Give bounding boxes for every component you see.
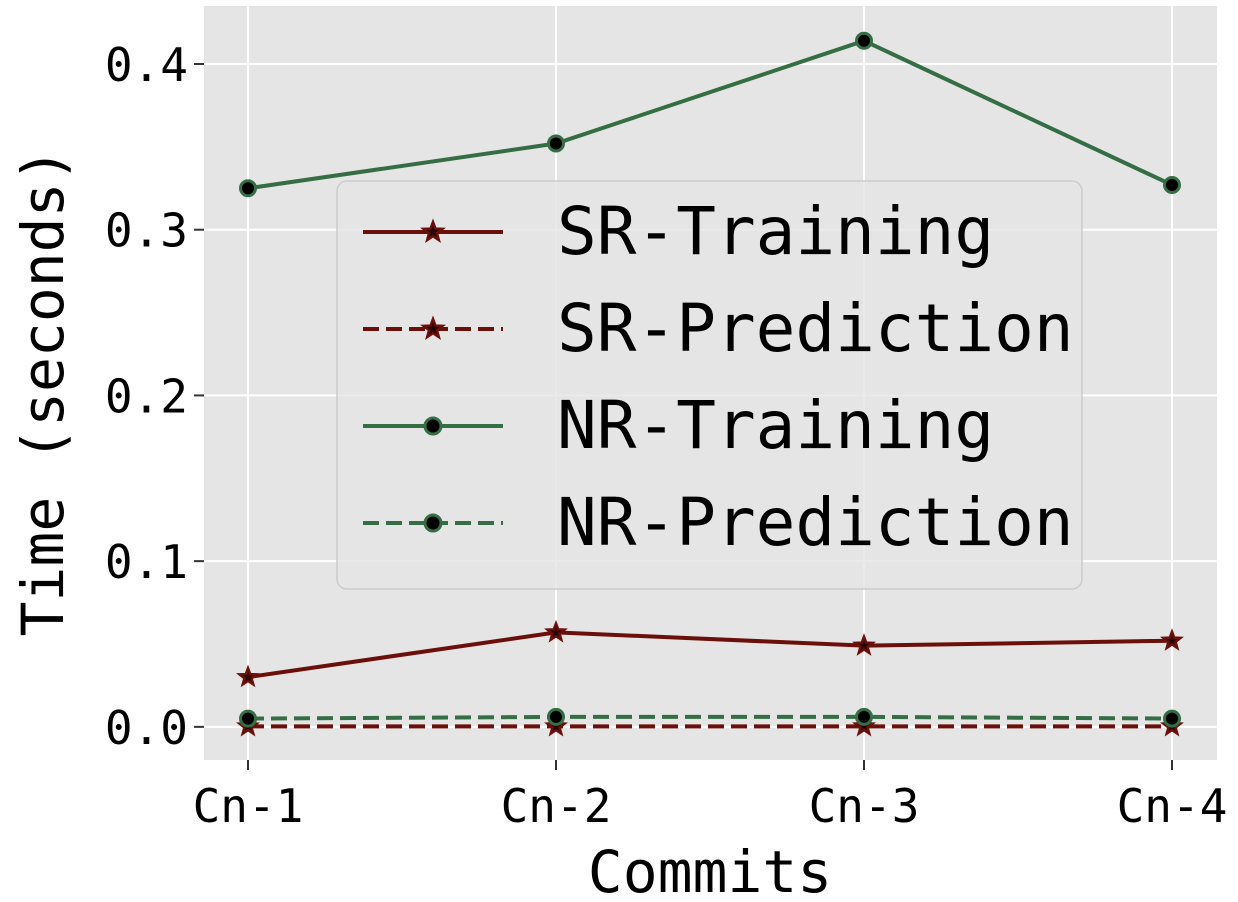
nr-prediction-point xyxy=(855,707,873,726)
nr-prediction-point xyxy=(1163,709,1181,728)
nr-training-point xyxy=(547,134,565,153)
nr-training-line xyxy=(247,38,1173,191)
x-tick-label: Cn-1 xyxy=(193,779,304,833)
y-tick-label: 0.3 xyxy=(105,204,188,258)
x-tick-label: Cn-2 xyxy=(501,779,612,833)
legend-marker-sr-prediction xyxy=(420,315,446,340)
nr-prediction-point xyxy=(239,709,257,728)
legend-box xyxy=(336,180,1083,590)
legend-marker-nr-prediction xyxy=(423,513,443,533)
legend-marker-sr-training xyxy=(420,218,446,243)
x-tick-label: Cn-3 xyxy=(809,779,920,833)
y-tick-label: 0.4 xyxy=(105,38,188,92)
legend: SR-Training SR-Prediction NR-Training NR-Pr… xyxy=(336,180,1083,590)
y-tick-label: 0.0 xyxy=(105,701,188,755)
y-axis-title: Time (seconds) xyxy=(9,148,77,637)
nr-prediction-point xyxy=(547,707,565,726)
nr-training-point xyxy=(239,179,257,198)
sr-training-point xyxy=(1160,628,1184,651)
x-tick-label: Cn-4 xyxy=(1117,779,1228,833)
legend-label-sr-prediction: SR-Prediction xyxy=(557,290,1074,367)
sr-training-point xyxy=(852,633,876,656)
y-tick-label: 0.2 xyxy=(105,369,188,423)
sr-training-line xyxy=(247,630,1173,680)
legend-label-nr-training: NR-Training xyxy=(557,387,994,464)
nr-prediction-line xyxy=(247,714,1173,721)
nr-training-point xyxy=(1163,175,1181,194)
sr-training-point xyxy=(236,664,260,688)
legend-marker-nr-training xyxy=(423,416,443,436)
legend-label-sr-training: SR-Training xyxy=(557,193,994,270)
sr-training-point xyxy=(544,619,568,643)
series-group xyxy=(236,31,1184,737)
nr-training-point xyxy=(855,31,873,50)
axis-ticks: 0.0 0.1 0.2 0.3 0.4 Cn-1 Cn-2 Cn-3 Cn-4 xyxy=(105,38,1227,833)
y-tick-label: 0.1 xyxy=(105,535,188,589)
x-axis-title: Commits xyxy=(588,838,832,902)
legend-label-nr-prediction: NR-Prediction xyxy=(557,484,1074,561)
